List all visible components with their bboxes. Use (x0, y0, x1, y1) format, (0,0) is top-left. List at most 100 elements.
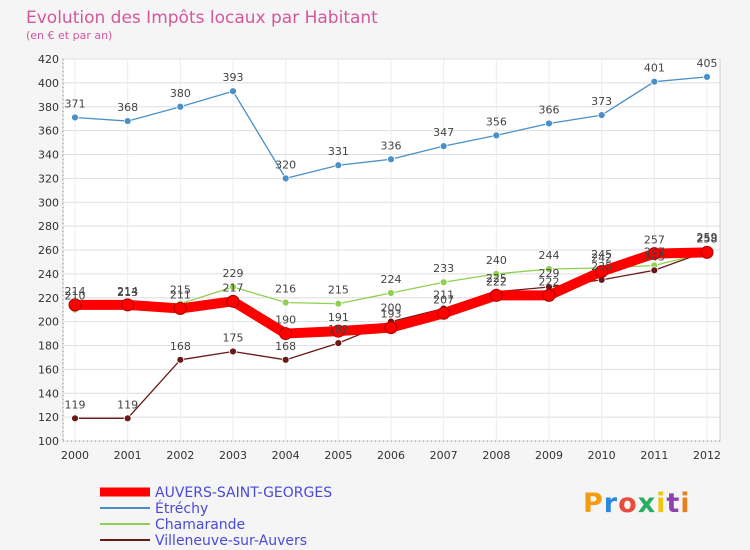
data-label: 215 (328, 284, 349, 297)
data-label: 193 (381, 308, 402, 321)
data-label: 182 (328, 323, 349, 336)
data-label: 235 (591, 260, 612, 273)
y-tick-label: 160 (38, 363, 59, 376)
series-auvers-saint-georges (68, 245, 714, 341)
y-tick-label: 360 (38, 125, 59, 138)
data-point (437, 306, 451, 320)
data-point (545, 119, 553, 128)
data-label: 247 (644, 246, 665, 259)
data-label: 393 (223, 71, 244, 84)
data-label: 245 (591, 248, 612, 261)
x-tick-label: 2005 (324, 449, 352, 462)
data-label: 200 (381, 302, 402, 315)
y-tick-label: 100 (38, 435, 59, 448)
y-tick-label: 260 (38, 244, 59, 257)
data-label: 347 (433, 126, 454, 139)
data-point (334, 339, 343, 348)
data-label: 259 (697, 231, 718, 244)
y-tick-label: 200 (38, 316, 59, 329)
data-point (703, 73, 711, 81)
data-label: 257 (644, 234, 665, 247)
data-label: 368 (117, 101, 138, 114)
data-point (229, 347, 237, 356)
logo-letter: x (637, 488, 657, 519)
legend-label: Chamarande (155, 517, 245, 533)
data-point (334, 161, 343, 170)
data-label: 224 (381, 273, 402, 286)
chart-subtitle: (en € et par an) (26, 29, 112, 42)
data-label: 233 (433, 262, 454, 275)
x-tick-label: 2000 (61, 449, 89, 462)
data-label: 380 (170, 87, 191, 100)
series--tr-chy (71, 73, 711, 183)
x-tick-label: 2009 (535, 449, 563, 462)
data-label: 222 (539, 275, 560, 288)
data-label: 336 (381, 139, 402, 152)
data-label: 210 (65, 290, 86, 303)
x-tick-label: 2004 (272, 449, 300, 462)
data-label: 240 (486, 254, 507, 267)
data-point (650, 77, 659, 86)
y-tick-label: 420 (38, 53, 59, 66)
y-tick-label: 340 (38, 149, 59, 162)
logo-letter: i (680, 488, 691, 519)
data-label: 222 (486, 275, 507, 288)
data-label: 356 (486, 115, 507, 128)
legend-label: Villeneuve-sur-Auvers (155, 533, 307, 549)
logo-letter: o (618, 488, 638, 519)
data-point (387, 289, 395, 297)
data-point (68, 298, 82, 312)
y-tick-label: 380 (38, 101, 59, 114)
data-label: 331 (328, 145, 349, 158)
data-point (647, 247, 661, 261)
data-label: 119 (65, 398, 86, 411)
data-point (492, 269, 501, 278)
x-tick-label: 2008 (482, 449, 510, 462)
data-point (176, 102, 185, 111)
data-label: 190 (275, 314, 296, 327)
data-point (123, 117, 132, 125)
y-tick-label: 120 (38, 411, 59, 424)
data-point (173, 301, 187, 315)
data-label: 401 (644, 62, 665, 75)
logo-letter: t (666, 488, 681, 519)
data-label: 216 (275, 283, 296, 296)
data-label: 229 (539, 267, 560, 280)
data-point (542, 288, 556, 302)
y-tick-label: 320 (38, 172, 59, 185)
data-point (121, 298, 135, 312)
data-point (489, 288, 503, 302)
data-point (281, 174, 290, 183)
data-point (384, 321, 398, 335)
data-point (597, 111, 606, 120)
data-point (331, 324, 345, 338)
data-point (439, 278, 448, 287)
y-tick-label: 300 (38, 196, 59, 209)
data-label: 320 (275, 158, 296, 171)
data-label: 244 (539, 249, 560, 262)
data-point (229, 283, 237, 291)
logo-letter: P (583, 488, 604, 519)
data-point (123, 414, 132, 423)
data-point (279, 327, 293, 341)
data-point (281, 298, 290, 307)
x-tick-label: 2003 (219, 449, 247, 462)
data-label: 215 (170, 284, 191, 297)
x-tick-label: 2010 (588, 449, 616, 462)
y-tick-label: 280 (38, 220, 59, 233)
data-point (650, 266, 659, 275)
x-tick-label: 2001 (114, 449, 142, 462)
data-point (281, 355, 290, 364)
y-tick-label: 220 (38, 292, 59, 305)
y-tick-label: 140 (38, 387, 59, 400)
y-tick-label: 180 (38, 340, 59, 353)
data-label: 243 (644, 250, 665, 263)
data-point (700, 245, 714, 259)
data-point (595, 264, 609, 278)
data-point (492, 131, 501, 140)
data-label: 168 (170, 340, 191, 353)
data-label: 217 (223, 281, 244, 294)
logo-letter: r (603, 488, 619, 519)
